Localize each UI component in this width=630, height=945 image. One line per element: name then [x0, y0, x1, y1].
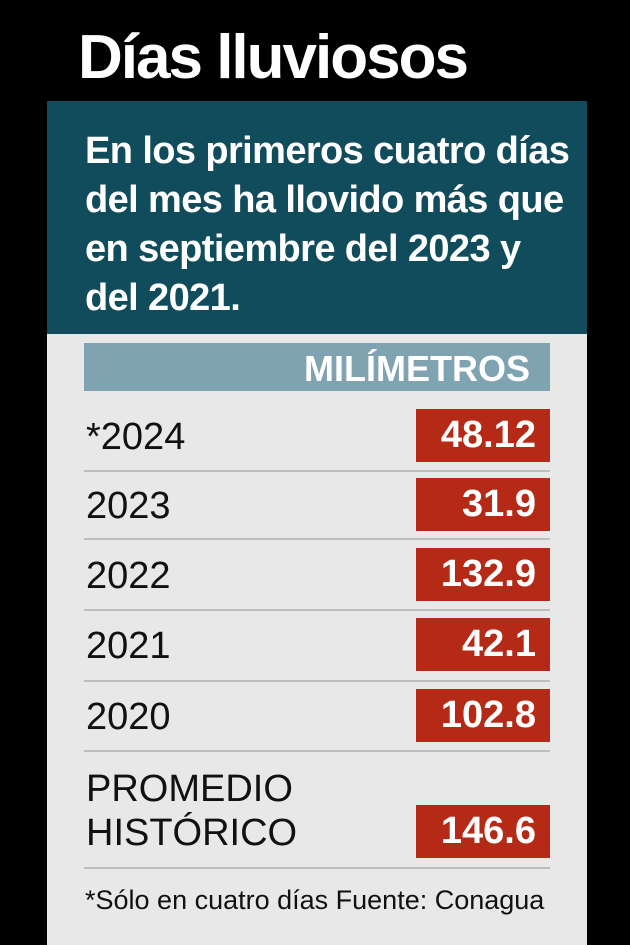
column-header-label: MILÍMETROS — [304, 348, 530, 389]
row-label-line: HISTÓRICO — [86, 812, 298, 854]
table-row: *2024 48.12 — [84, 408, 550, 472]
table-row: 2022 132.9 — [84, 547, 550, 611]
chart-panel: En los primeros cuatro días del mes ha l… — [47, 101, 587, 945]
row-value: 146.6 — [416, 805, 550, 858]
row-label: 2023 — [86, 485, 171, 527]
table-row: PROMEDIO HISTÓRICO 146.6 — [84, 765, 550, 875]
row-label: 2022 — [86, 555, 171, 597]
table-row: 2021 42.1 — [84, 617, 550, 682]
row-label: *2024 — [86, 416, 186, 458]
row-value: 42.1 — [416, 618, 550, 671]
chart-title: Días lluviosos — [78, 23, 469, 92]
row-label: 2021 — [86, 625, 171, 667]
row-value: 102.8 — [416, 689, 550, 742]
table-row: 2023 31.9 — [84, 477, 550, 540]
row-divider — [84, 470, 550, 472]
row-label: 2020 — [86, 696, 171, 738]
row-divider — [84, 609, 550, 611]
row-value: 132.9 — [416, 548, 550, 601]
row-divider — [84, 750, 550, 752]
row-divider — [84, 538, 550, 540]
table-row: 2020 102.8 — [84, 688, 550, 752]
row-label-line: PROMEDIO — [86, 768, 293, 810]
row-divider — [84, 680, 550, 682]
row-value: 48.12 — [416, 409, 550, 462]
subtitle-box: En los primeros cuatro días del mes ha l… — [47, 101, 587, 334]
chart-subtitle: En los primeros cuatro días del mes ha l… — [85, 130, 570, 319]
column-header: MILÍMETROS — [84, 343, 550, 391]
row-value: 31.9 — [416, 478, 550, 531]
row-divider — [84, 867, 550, 869]
footnote: *Sólo en cuatro días Fuente: Conagua — [85, 885, 545, 915]
